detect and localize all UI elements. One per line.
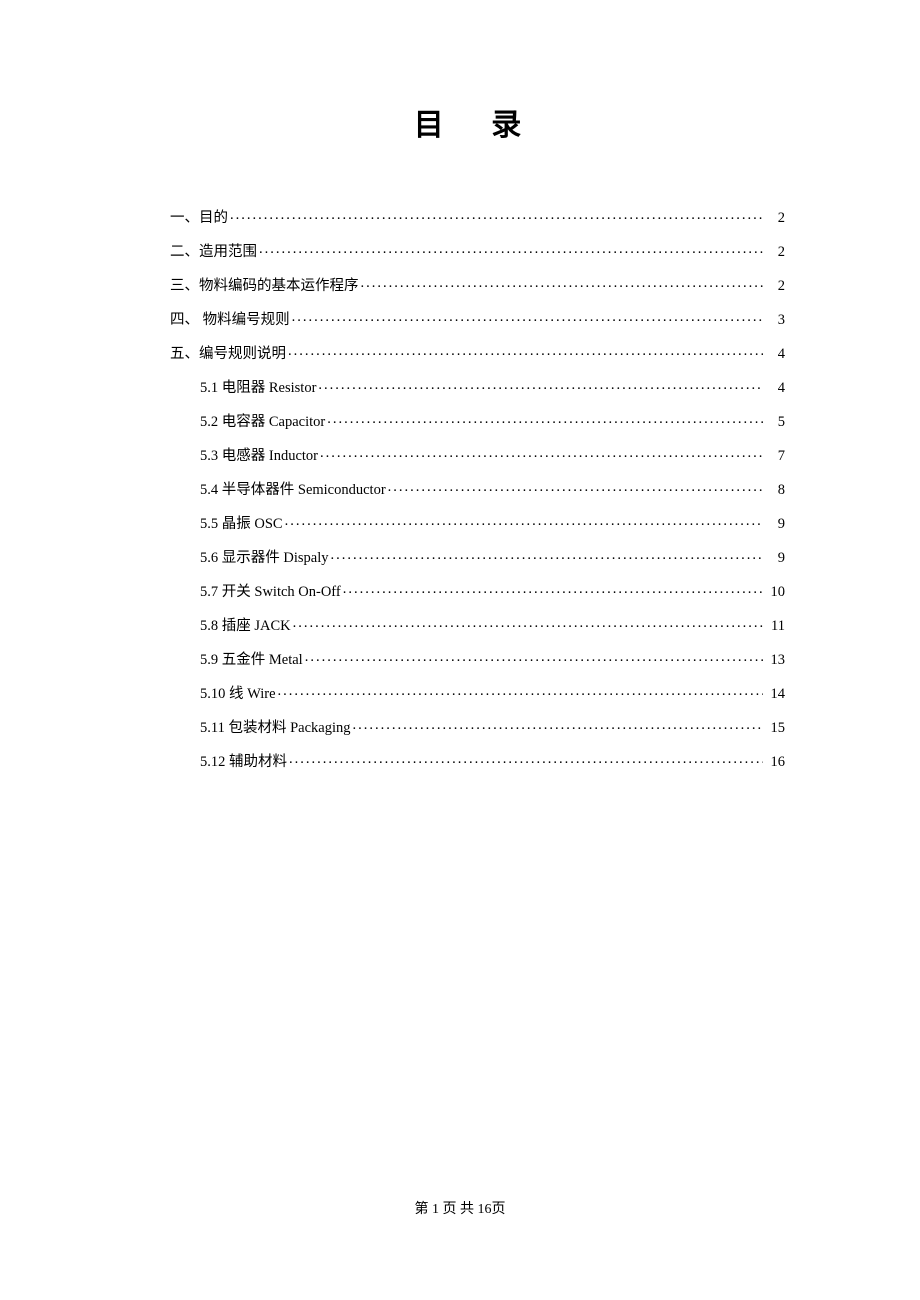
- toc-entry: 5.11 包装材料 Packaging 15: [170, 716, 785, 737]
- toc-entry: 二、造用范围 2: [170, 240, 785, 261]
- toc-dots: [318, 378, 763, 393]
- toc-entry: 5.12 辅助材料 16: [170, 750, 785, 771]
- toc-entry-label: 5.12 辅助材料: [200, 750, 287, 771]
- footer-middle: 页 共: [439, 1202, 478, 1217]
- toc-entry-label: 5.11 包装材料 Packaging: [200, 716, 351, 737]
- toc-dots: [278, 684, 763, 699]
- toc-entry-page: 11: [765, 618, 785, 635]
- toc-dots: [388, 480, 763, 495]
- footer-prefix: 第: [415, 1202, 433, 1217]
- toc-entry-page: 2: [765, 244, 785, 261]
- toc-entry-label: 四、 物料编号规则: [170, 308, 290, 329]
- toc-entry-label: 5.8 插座 JACK: [200, 614, 291, 635]
- toc-entry-page: 7: [765, 448, 785, 465]
- toc-entry-label: 5.10 线 Wire: [200, 682, 276, 703]
- toc-dots: [293, 616, 763, 631]
- toc-entry: 5.5 晶振 OSC 9: [170, 512, 785, 533]
- toc-entry-label: 三、物料编码的基本运作程序: [170, 274, 359, 295]
- toc-dots: [289, 752, 763, 767]
- toc-entry-page: 4: [765, 346, 785, 363]
- toc-entry-label: 5.3 电感器 Inductor: [200, 444, 318, 465]
- toc-dots: [305, 650, 763, 665]
- toc-entry-label: 5.9 五金件 Metal: [200, 648, 303, 669]
- toc-entry: 5.3 电感器 Inductor 7: [170, 444, 785, 465]
- toc-entry-label: 5.5 晶振 OSC: [200, 512, 283, 533]
- footer-suffix: 页: [492, 1202, 506, 1217]
- toc-entry-label: 5.7 开关 Switch On-Off: [200, 580, 341, 601]
- toc-entry-page: 9: [765, 516, 785, 533]
- toc-entry-page: 3: [765, 312, 785, 329]
- page-footer: 第 1 页 共 16页: [0, 1198, 920, 1218]
- toc-dots: [353, 718, 764, 733]
- toc-entry-page: 16: [765, 754, 785, 771]
- toc-dots: [259, 242, 763, 257]
- toc-list: 一、目的 2二、造用范围 2三、物料编码的基本运作程序2四、 物料编号规则3五、…: [170, 206, 785, 771]
- toc-entry-page: 10: [765, 584, 785, 601]
- toc-entry-page: 5: [765, 414, 785, 431]
- toc-entry-page: 8: [765, 482, 785, 499]
- toc-dots: [230, 208, 763, 223]
- footer-current-page: 1: [432, 1202, 439, 1217]
- toc-entry-label: 5.6 显示器件 Dispaly: [200, 546, 328, 567]
- toc-dots: [330, 548, 763, 563]
- toc-entry-page: 2: [765, 278, 785, 295]
- toc-entry: 5.6 显示器件 Dispaly 9: [170, 546, 785, 567]
- toc-entry: 五、编号规则说明 4: [170, 342, 785, 363]
- toc-entry: 一、目的 2: [170, 206, 785, 227]
- toc-entry: 四、 物料编号规则 3: [170, 308, 785, 329]
- toc-entry: 5.1 电阻器 Resistor 4: [170, 376, 785, 397]
- toc-entry: 5.9 五金件 Metal 13: [170, 648, 785, 669]
- toc-entry-page: 14: [765, 686, 785, 703]
- toc-dots: [285, 514, 763, 529]
- toc-entry: 5.2 电容器 Capacitor 5: [170, 410, 785, 431]
- toc-entry: 三、物料编码的基本运作程序 2: [170, 274, 785, 295]
- toc-entry-label: 五、编号规则说明: [170, 342, 286, 363]
- toc-entry-page: 4: [765, 380, 785, 397]
- toc-entry-label: 5.2 电容器 Capacitor: [200, 410, 325, 431]
- toc-dots: [361, 276, 764, 291]
- toc-entry: 5.4 半导体器件 Semiconductor 8: [170, 478, 785, 499]
- page-container: 目 录 一、目的 2二、造用范围 2三、物料编码的基本运作程序2四、 物料编号规…: [0, 0, 920, 771]
- toc-entry: 5.8 插座 JACK 11: [170, 614, 785, 635]
- toc-dots: [327, 412, 763, 427]
- toc-entry-page: 13: [765, 652, 785, 669]
- toc-entry: 5.10 线 Wire 14: [170, 682, 785, 703]
- toc-dots: [320, 446, 763, 461]
- toc-dots: [288, 344, 763, 359]
- toc-entry-page: 2: [765, 210, 785, 227]
- toc-entry-page: 9: [765, 550, 785, 567]
- toc-title: 目 录: [170, 100, 785, 144]
- toc-dots: [292, 310, 763, 325]
- toc-entry-label: 5.1 电阻器 Resistor: [200, 376, 316, 397]
- toc-entry-label: 一、目的: [170, 206, 228, 227]
- toc-entry-label: 二、造用范围: [170, 240, 257, 261]
- footer-total-pages: 16: [478, 1202, 492, 1217]
- toc-dots: [343, 582, 763, 597]
- toc-entry-page: 15: [765, 720, 785, 737]
- toc-entry: 5.7 开关 Switch On-Off 10: [170, 580, 785, 601]
- toc-entry-label: 5.4 半导体器件 Semiconductor: [200, 478, 386, 499]
